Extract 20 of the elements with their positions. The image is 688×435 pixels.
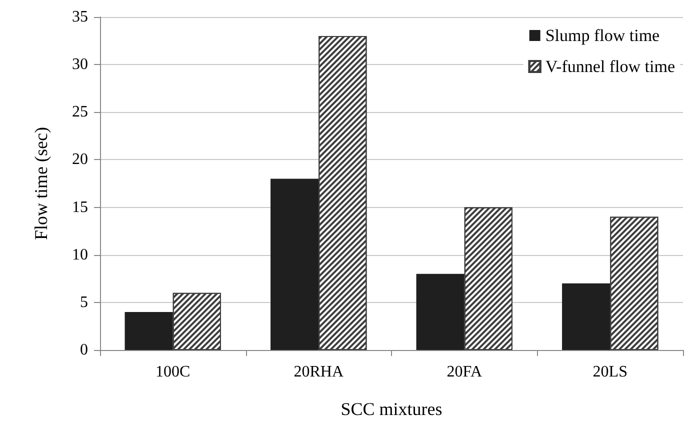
y-tick-label: 5 (80, 294, 88, 311)
y-tick-label: 35 (72, 8, 88, 26)
x-tick-label: 100C (156, 364, 190, 380)
bar (124, 312, 173, 350)
y-tick-label: 10 (72, 246, 88, 264)
x-tick-label: 20LS (592, 364, 628, 380)
legend-label: V-funnel flow time (545, 57, 676, 76)
bar (562, 283, 610, 350)
bar (270, 178, 319, 350)
y-tick-label: 20 (72, 151, 88, 168)
legend-label: Slump flow time (545, 26, 660, 45)
y-tick-label: 30 (72, 56, 88, 74)
x-tick-label: 20FA (446, 364, 482, 380)
y-tick-label: 15 (72, 198, 88, 216)
x-axis-title: SCC mixtures (340, 399, 442, 419)
y-axis-title: Flow time (sec) (31, 127, 51, 240)
bar (416, 274, 464, 350)
y-tick-label: 0 (80, 342, 88, 358)
y-tick-label: 25 (72, 104, 88, 121)
x-tick-label: 20RHA (294, 364, 344, 380)
